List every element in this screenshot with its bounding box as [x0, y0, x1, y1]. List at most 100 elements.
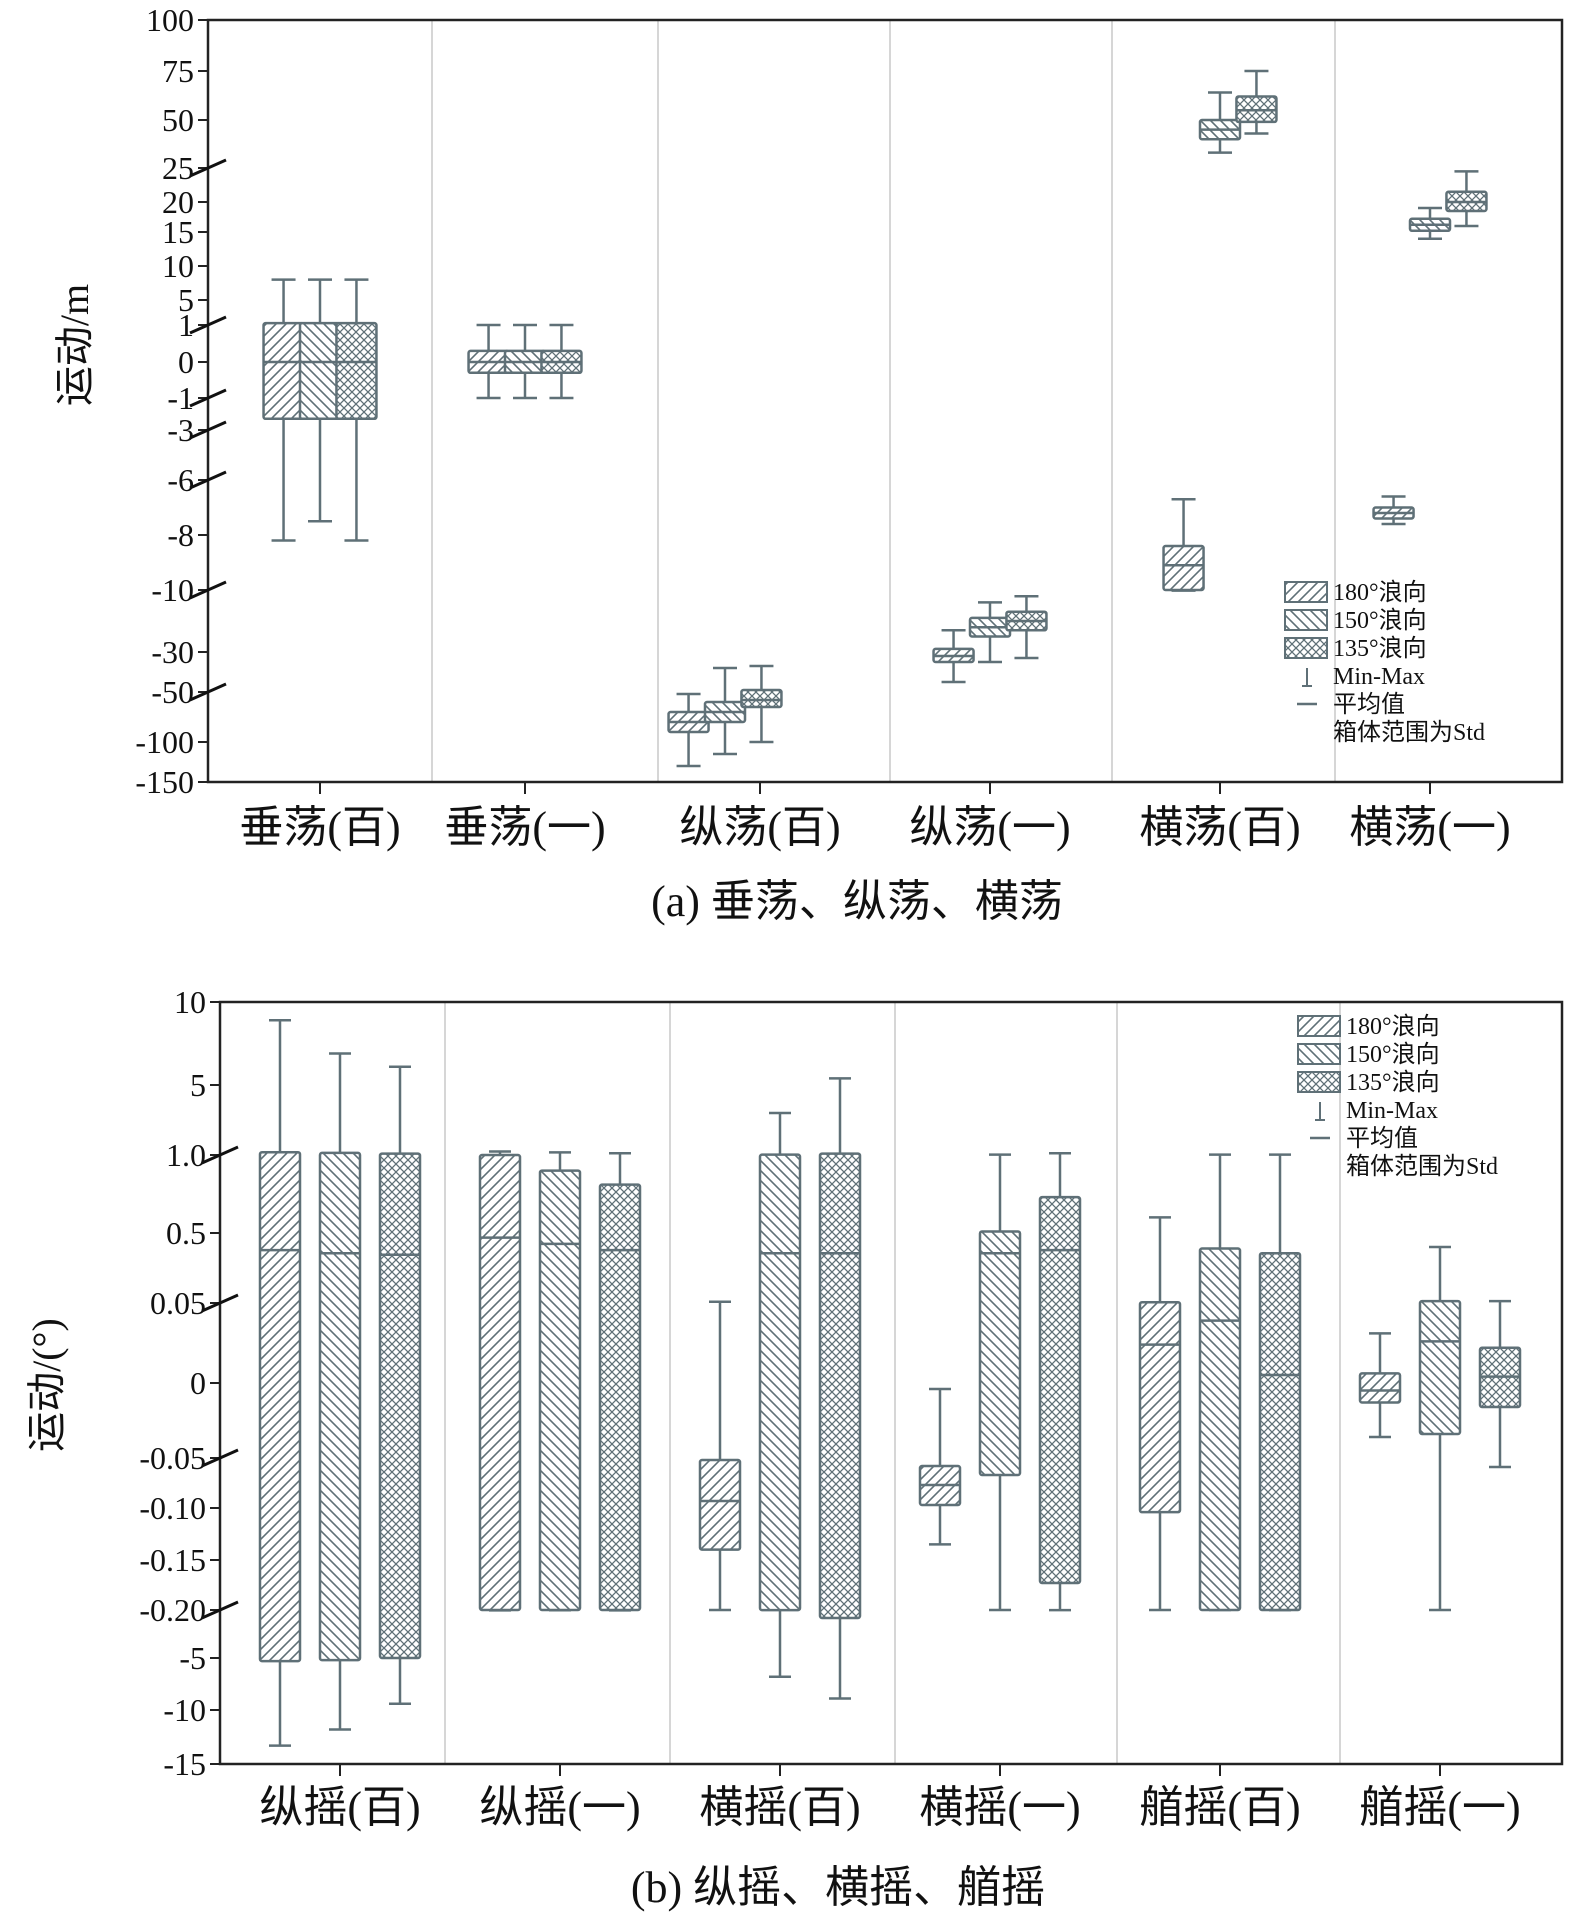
x-category-label: 纵荡(百) — [679, 803, 840, 852]
y-tick-label: -0.15 — [139, 1542, 206, 1578]
x-category-label: 纵摇(一) — [479, 1783, 640, 1832]
std-box — [538, 1169, 582, 1612]
axis-break-mark — [189, 315, 227, 335]
legend-swatch — [1284, 609, 1328, 631]
std-box — [1198, 1247, 1242, 1612]
y-tick-label: -0.05 — [139, 1440, 206, 1476]
box-2 — [598, 1152, 642, 1612]
y-tick-label: -0.10 — [139, 1490, 206, 1526]
y-tick-label: 10 — [174, 984, 206, 1020]
box-0 — [467, 323, 510, 400]
grid-lines-a — [431, 20, 1336, 782]
box-1 — [1418, 1245, 1462, 1612]
box-2 — [335, 278, 378, 542]
legend-swatch — [1284, 581, 1328, 603]
legend-label: 150°浪向 — [1333, 607, 1427, 634]
box-1 — [978, 1153, 1022, 1612]
box-1 — [503, 323, 547, 400]
box-2 — [1445, 170, 1488, 228]
std-box — [1138, 1300, 1182, 1514]
box-2 — [540, 323, 583, 400]
std-box — [1358, 1372, 1402, 1404]
x-category-label: 纵摇(百) — [259, 1783, 420, 1832]
legend-label: 135°浪向 — [1346, 1069, 1440, 1096]
y-tick-label: 0.05 — [150, 1285, 206, 1321]
std-box — [298, 321, 342, 421]
axis-break-mark — [189, 580, 227, 600]
x-category-label: 横摇(一) — [919, 1783, 1080, 1832]
std-box — [262, 321, 305, 421]
x-category-label: 艏摇(一) — [1359, 1783, 1520, 1832]
std-box — [818, 1152, 862, 1620]
box-1 — [758, 1111, 802, 1678]
box-1 — [1408, 206, 1452, 241]
y-tick-label: 100 — [146, 2, 194, 38]
legend-minmax-label: Min-Max — [1346, 1098, 1438, 1124]
y-tick-label: -150 — [135, 764, 194, 800]
std-box — [598, 1183, 642, 1612]
box-0 — [698, 1300, 742, 1612]
x-category-label: 艏摇(百) — [1139, 1783, 1300, 1832]
y-tick-label: -3 — [167, 412, 194, 448]
x-categories-a: 垂荡(百) 垂荡(一) 纵荡(百) 纵荡(一) 横荡(百) 横荡(一) — [239, 782, 1511, 852]
y-ticks-a: 100755025201510510-1-3-6-8-10-30-50-100-… — [135, 2, 227, 800]
box-2 — [1258, 1153, 1302, 1612]
legend-note: 箱体范围为Std — [1346, 1153, 1498, 1180]
box-0 — [262, 278, 305, 542]
chart-panel-b: 10 5 1.0 0.5 0.05 0 -0.05 -0.10 -0.15 -0.20 -5 -10 -… — [24, 984, 1564, 1912]
boxes-b — [258, 1019, 1522, 1747]
y-tick-label: 10 — [162, 248, 194, 284]
box-0 — [478, 1150, 522, 1612]
y-tick-label: -0.20 — [139, 1592, 206, 1628]
y-tick-label: -10 — [151, 572, 194, 608]
legend-mean-label: 平均值 — [1333, 691, 1405, 718]
std-box — [318, 1151, 362, 1662]
y-tick-label: -30 — [151, 634, 194, 670]
box-0 — [918, 1387, 962, 1546]
axis-break-mark — [189, 470, 227, 490]
box-2 — [740, 664, 783, 744]
legend-swatch — [1297, 1043, 1341, 1065]
box-1 — [1198, 91, 1242, 154]
std-box — [758, 1153, 802, 1612]
std-box — [1258, 1251, 1302, 1612]
axis-break-mark — [189, 388, 227, 408]
std-box — [698, 1458, 742, 1551]
y-tick-label: 20 — [162, 184, 194, 220]
y-tick-label: 0 — [190, 1365, 206, 1401]
axis-break-mark — [201, 1600, 239, 1620]
box-1 — [318, 1052, 362, 1731]
x-category-label: 垂荡(百) — [239, 803, 400, 852]
box-2 — [1038, 1152, 1082, 1612]
x-category-label: 垂荡(一) — [444, 803, 605, 852]
axis-break-mark — [201, 1293, 239, 1313]
box-2 — [1005, 594, 1048, 660]
boxes-a — [262, 69, 1488, 768]
std-box — [335, 321, 378, 421]
y-tick-label: 15 — [162, 214, 194, 250]
legend-swatch — [1297, 1015, 1341, 1037]
y-tick-label: -50 — [151, 674, 194, 710]
std-box — [978, 1230, 1022, 1477]
legend-note: 箱体范围为Std — [1333, 719, 1485, 746]
axis-break-mark — [201, 1448, 239, 1468]
box-0 — [1372, 495, 1415, 526]
y-axis-label-b: 运动/(°) — [24, 1318, 69, 1452]
box-1 — [703, 666, 747, 756]
box-0 — [1358, 1332, 1402, 1439]
y-tick-label: -100 — [135, 724, 194, 760]
std-box — [1038, 1195, 1082, 1585]
y-tick-label: -1 — [167, 380, 194, 416]
box-0 — [667, 692, 710, 768]
box-2 — [1478, 1299, 1522, 1469]
x-category-label: 横摇(百) — [699, 1783, 860, 1832]
box-2 — [818, 1077, 862, 1700]
legend-label: 180°浪向 — [1333, 579, 1427, 606]
y-tick-label: -6 — [167, 462, 194, 498]
y-tick-label: -8 — [167, 517, 194, 553]
axis-break-mark — [189, 682, 227, 702]
y-tick-label: 0.5 — [166, 1215, 206, 1251]
y-tick-label: -10 — [163, 1692, 206, 1728]
